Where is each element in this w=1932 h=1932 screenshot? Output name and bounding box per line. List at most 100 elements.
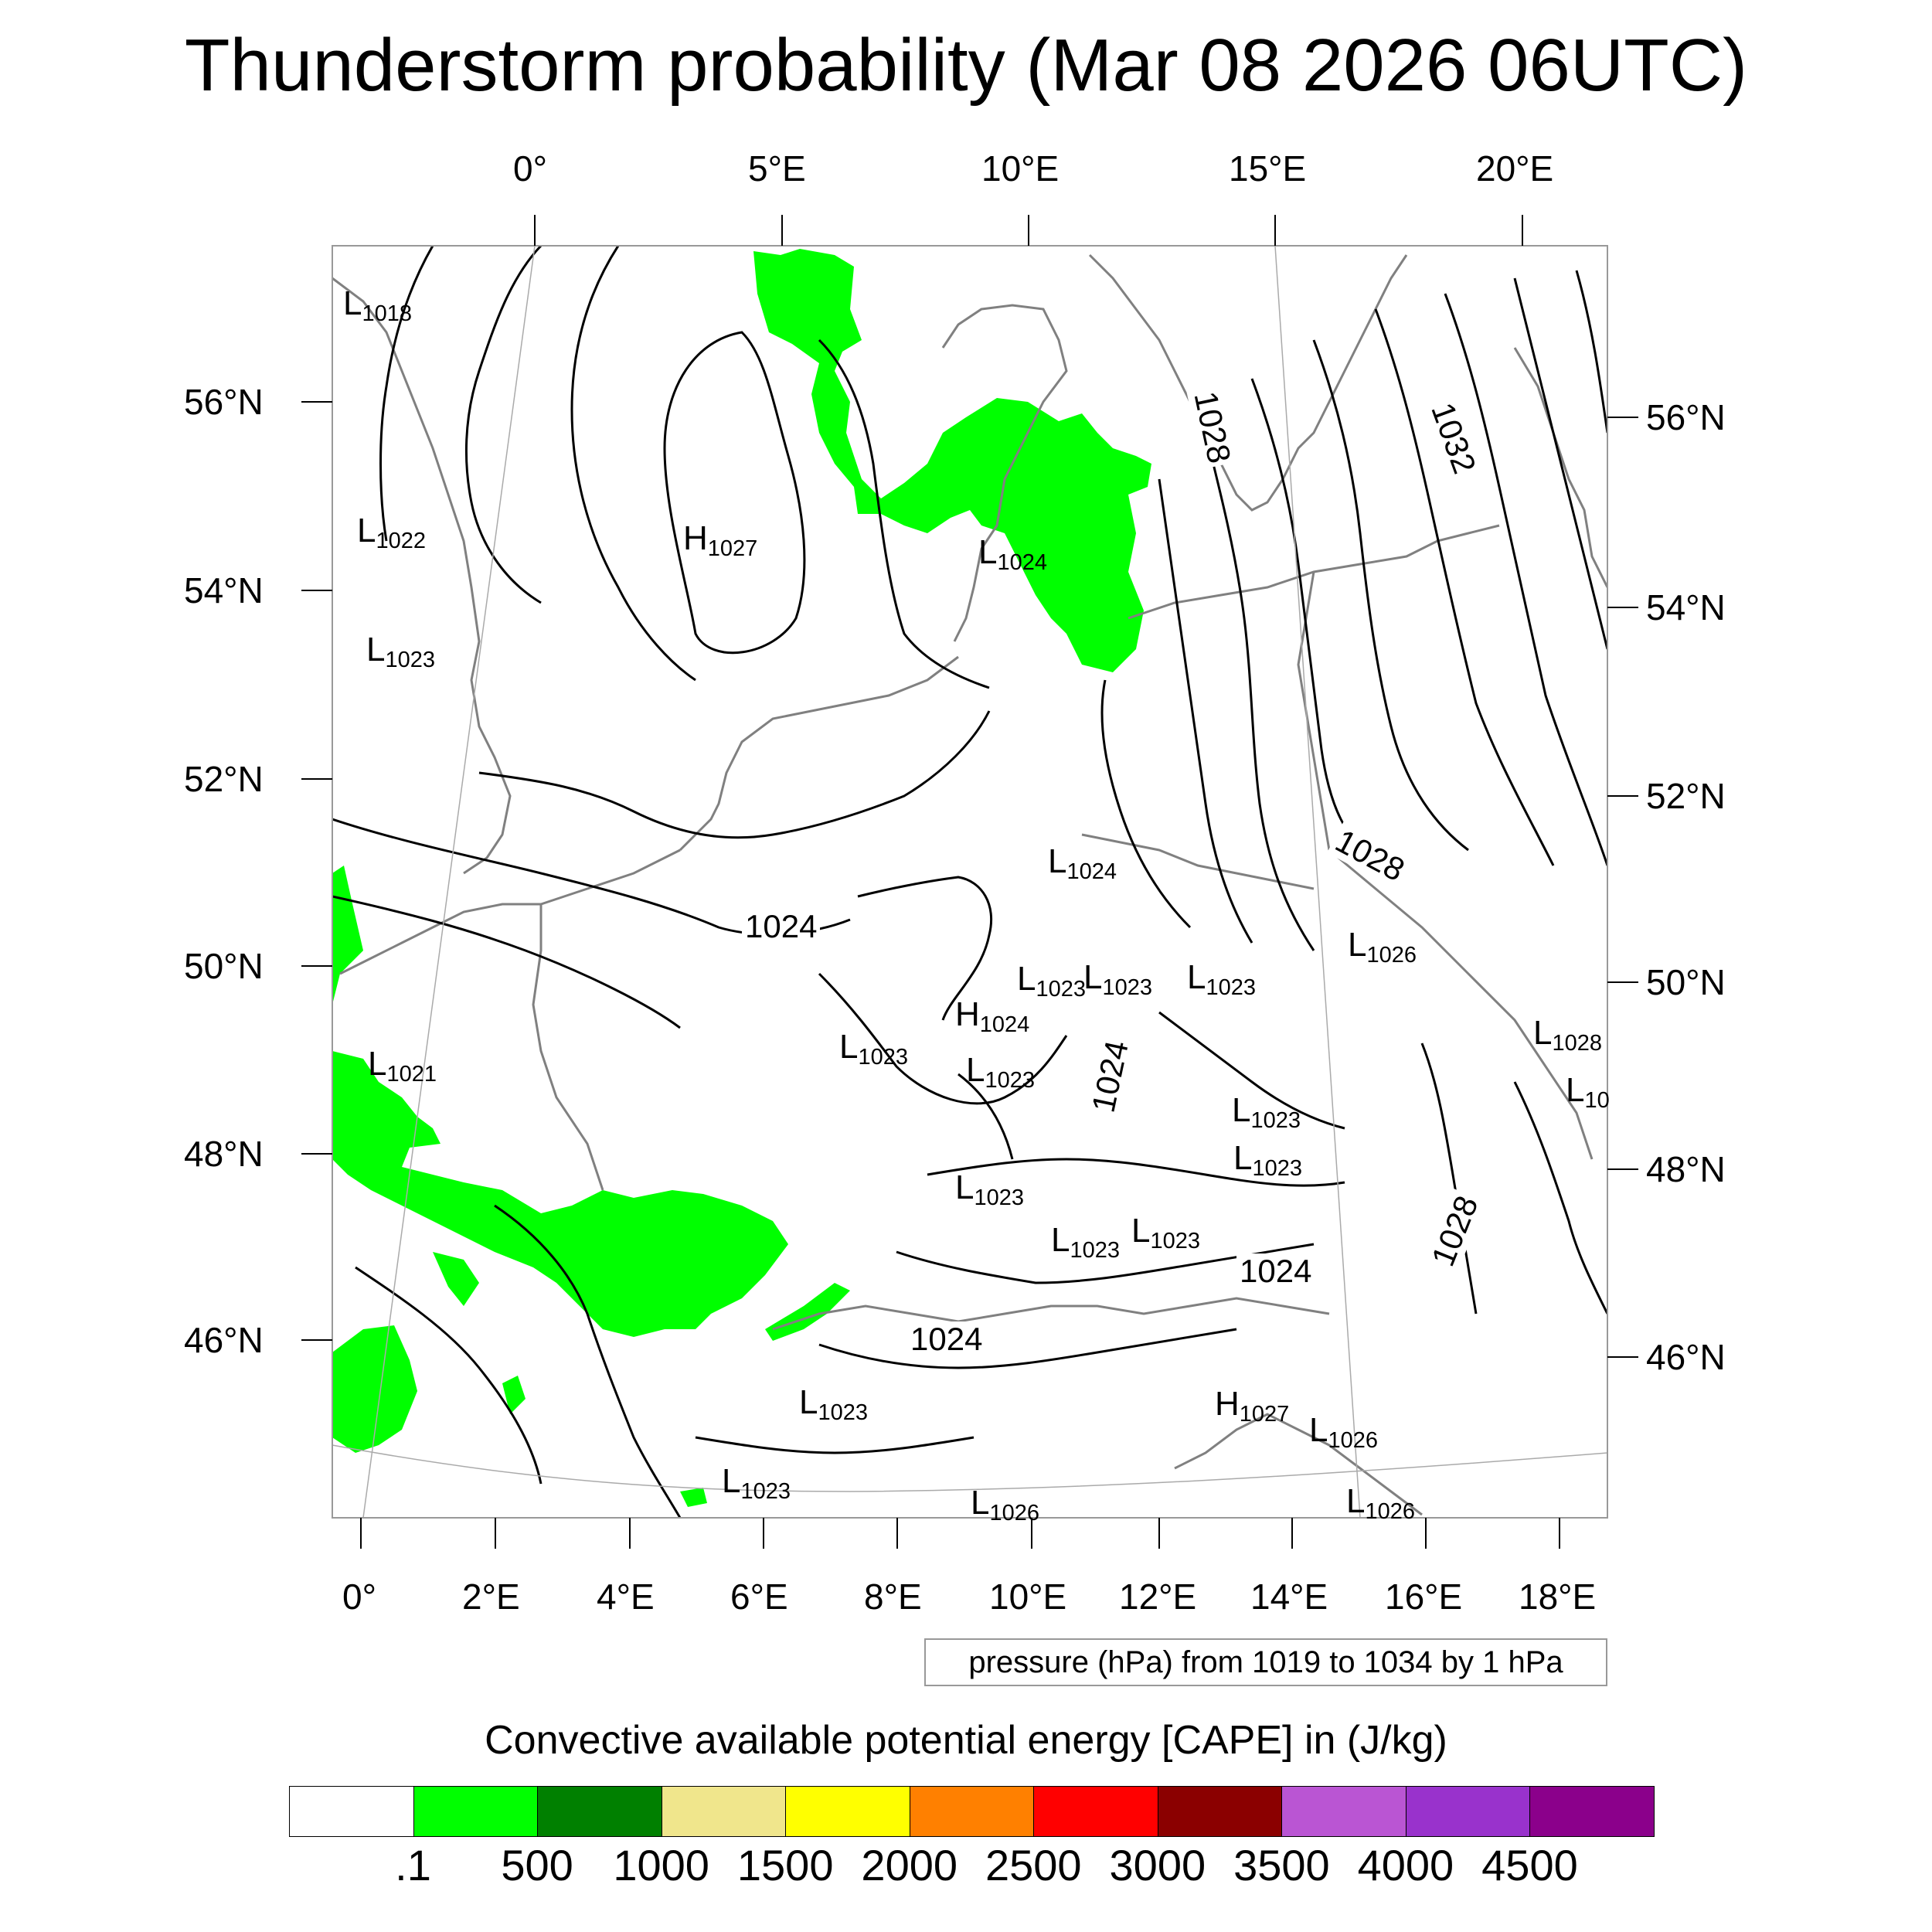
cape-area-france (332, 1051, 788, 1337)
right-lat-label: 56°N (1646, 397, 1726, 437)
pressure-center-label: L1026 (971, 1484, 1039, 1526)
border-east (1328, 849, 1594, 1160)
map-frame (332, 245, 1608, 1519)
colorbar-label: 4500 (1481, 1841, 1578, 1889)
isobar-27 (957, 1073, 1014, 1160)
left-lat-label: 46°N (184, 1320, 264, 1360)
pressure-center-label: L1024 (978, 533, 1047, 575)
colorbar-swatch (537, 1786, 663, 1837)
colorbar-label: 2500 (985, 1841, 1082, 1889)
cape-area-seine (433, 1252, 479, 1306)
colorbar-swatch (909, 1786, 1035, 1837)
isobar-2 (570, 246, 696, 682)
colorbar-swatch (785, 1786, 911, 1837)
top-lon-label: 5°E (748, 148, 806, 189)
graticule (332, 246, 1607, 1518)
bottom-lon-label: 6°E (730, 1577, 788, 1617)
pressure-center-label: L1023 (1232, 1091, 1301, 1133)
right-lat-label: 54°N (1646, 587, 1726, 628)
colorbar-swatch (289, 1786, 415, 1837)
pressure-center-label: L10 (1566, 1071, 1610, 1113)
cape-area-small (502, 1376, 526, 1414)
pressure-center-label: L1023 (799, 1383, 868, 1425)
isobar-high-center (663, 331, 806, 655)
colorbar-label: 2000 (861, 1841, 958, 1889)
colorbar-label: 1000 (613, 1841, 709, 1889)
coast-netherlands (679, 655, 959, 852)
isobar-label: 1024 (1236, 1253, 1315, 1289)
colorbar-label: 3500 (1233, 1841, 1330, 1889)
isobar-12 (1250, 378, 1384, 867)
isobar-11 (1204, 432, 1315, 951)
right-lat-label: 46°N (1646, 1337, 1726, 1377)
bottom-lon-label: 4°E (597, 1577, 655, 1617)
axis-ticks (301, 215, 1638, 1549)
left-lat-label: 56°N (184, 382, 264, 422)
isobar-18 (818, 972, 1068, 1105)
isobar-7 (332, 895, 681, 1029)
isobar-label: 1024 (742, 909, 821, 944)
pressure-center-label: L1023 (1131, 1212, 1200, 1253)
top-lon-label: 0° (513, 148, 547, 189)
contour-info-box: pressure (hPa) from 1019 to 1034 by 1 hP… (924, 1638, 1607, 1686)
left-lat-label: 50°N (184, 946, 264, 986)
pressure-center-label: L1024 (1048, 842, 1117, 884)
coast-germany-baltic (1128, 524, 1500, 620)
colorbar-label: 3000 (1109, 1841, 1206, 1889)
cape-area-west (332, 866, 363, 1005)
border-de-pl (1297, 571, 1331, 851)
colorbar-swatch (1157, 1786, 1283, 1837)
colorbar-swatch (413, 1786, 539, 1837)
border-de-cz (1081, 833, 1315, 890)
coast-sweden (1088, 253, 1408, 512)
figure-title: Thunderstorm probability (Mar 08 2026 06… (184, 24, 1748, 107)
pressure-center-label: L1026 (1348, 926, 1417, 968)
colorbar-label: 500 (501, 1841, 573, 1889)
bottom-lon-label: 14°E (1250, 1577, 1328, 1617)
cape-area-south (680, 1488, 707, 1507)
bottom-lon-label: 10°E (989, 1577, 1067, 1617)
colorbar-swatch (661, 1786, 787, 1837)
pressure-center-label: L1023 (722, 1462, 791, 1504)
pressure-center-label: L1022 (357, 512, 426, 553)
pressure-center-label: H1027 (683, 519, 758, 561)
bottom-lon-label: 18°E (1519, 1577, 1597, 1617)
isobar-28 (1158, 1011, 1345, 1130)
pressure-center-label: L1018 (343, 284, 412, 326)
colorbar-label: .1 (395, 1841, 431, 1889)
isobar-label: 1024 (907, 1321, 986, 1357)
meridian-15E (1274, 246, 1361, 1518)
isobar-10 (1158, 478, 1253, 944)
top-lon-label: 15°E (1229, 148, 1307, 189)
pressure-center-label: L1023 (1233, 1139, 1302, 1181)
pressure-center-label: L1023 (1083, 958, 1152, 1000)
isobar-14 (1374, 308, 1555, 866)
colorbar-swatch (1405, 1786, 1531, 1837)
top-lon-label: 10°E (981, 148, 1060, 189)
pressure-center-label: L1026 (1346, 1482, 1415, 1524)
isobar-25 (1420, 1043, 1478, 1315)
isobar-21 (818, 1328, 1237, 1369)
colorbar-swatch (1529, 1786, 1655, 1837)
isobar-16 (1513, 277, 1607, 650)
isobar-22 (695, 1436, 975, 1454)
border-fr-de (532, 904, 604, 1191)
isobar-24 (355, 1266, 543, 1485)
cape-shading (332, 249, 1151, 1507)
coast-adriatic (1174, 1413, 1423, 1516)
pressure-center-label: L1023 (1017, 960, 1086, 1002)
colorbar-swatch (1033, 1786, 1159, 1837)
pressure-center-label: H1024 (955, 995, 1030, 1037)
coastlines (332, 253, 1607, 1516)
top-lon-label: 20°E (1476, 148, 1554, 189)
isobars (332, 246, 1607, 1518)
isobar-15 (1444, 293, 1607, 866)
pressure-center-label: L1026 (1309, 1411, 1378, 1453)
pressure-center-label: L1023 (839, 1028, 908, 1070)
isobar-5 (478, 710, 991, 839)
bottom-lon-label: 0° (342, 1577, 376, 1617)
cape-area-north-sea (753, 249, 1151, 672)
coast-baltic-east (1513, 347, 1607, 588)
